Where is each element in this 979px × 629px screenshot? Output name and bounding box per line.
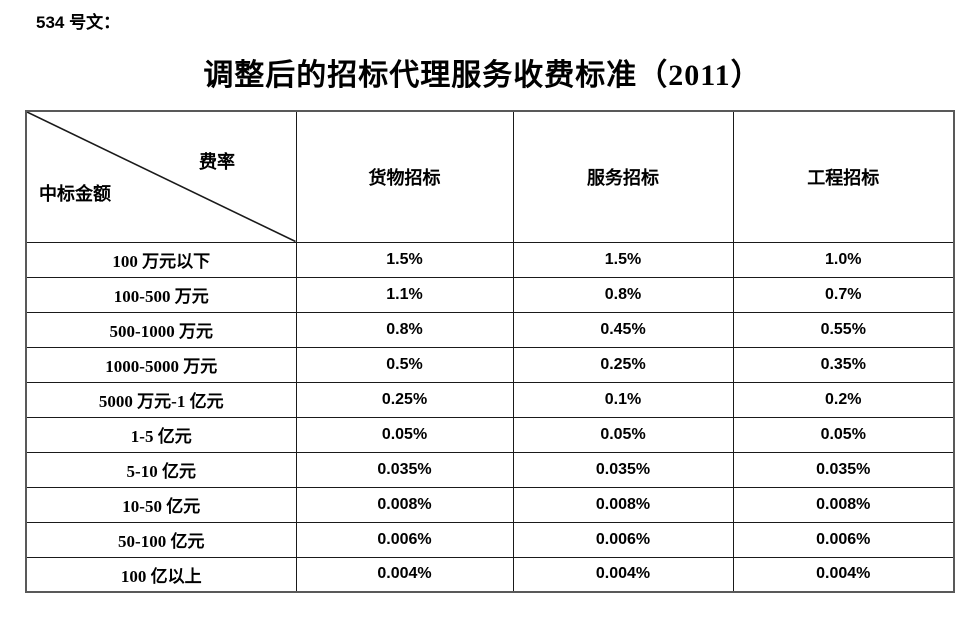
rate-cell: 0.006%	[295, 521, 514, 558]
row-label: 100 万元以下	[25, 241, 297, 278]
diagonal-divider-line	[27, 112, 296, 242]
column-header-service-bidding: 服务招标	[512, 110, 734, 243]
rate-cell: 0.45%	[512, 311, 734, 348]
rate-cell: 0.25%	[295, 381, 514, 418]
row-label: 1000-5000 万元	[25, 346, 297, 383]
rate-cell: 0.035%	[732, 451, 955, 488]
diagonal-corner-cell: 费率 中标金额	[25, 110, 297, 243]
table-row: 100-500 万元 1.1% 0.8% 0.7%	[25, 276, 955, 313]
corner-label-rate: 费率	[199, 152, 235, 172]
rate-cell: 0.008%	[732, 486, 955, 523]
rate-cell: 0.05%	[732, 416, 955, 453]
row-label: 100-500 万元	[25, 276, 297, 313]
table-row: 10-50 亿元 0.008% 0.008% 0.008%	[25, 486, 955, 523]
rate-cell: 0.006%	[512, 521, 734, 558]
row-label: 10-50 亿元	[25, 486, 297, 523]
rate-cell: 0.8%	[512, 276, 734, 313]
rate-cell: 0.5%	[295, 346, 514, 383]
table-row: 1000-5000 万元 0.5% 0.25% 0.35%	[25, 346, 955, 383]
table-row: 5-10 亿元 0.035% 0.035% 0.035%	[25, 451, 955, 488]
row-label: 500-1000 万元	[25, 311, 297, 348]
corner-label-bid-amount: 中标金额	[39, 184, 111, 204]
column-header-engineering-bidding: 工程招标	[732, 110, 955, 243]
table-row: 1-5 亿元 0.05% 0.05% 0.05%	[25, 416, 955, 453]
row-label: 100 亿以上	[25, 556, 297, 593]
row-label: 50-100 亿元	[25, 521, 297, 558]
table-row: 500-1000 万元 0.8% 0.45% 0.55%	[25, 311, 955, 348]
rate-cell: 0.004%	[512, 556, 734, 593]
rate-cell: 0.035%	[295, 451, 514, 488]
row-label: 5000 万元-1 亿元	[25, 381, 297, 418]
rate-cell: 0.1%	[512, 381, 734, 418]
rate-cell: 0.2%	[732, 381, 955, 418]
rate-cell: 0.035%	[512, 451, 734, 488]
rate-cell: 0.25%	[512, 346, 734, 383]
rate-cell: 0.7%	[732, 276, 955, 313]
fee-rate-table: 费率 中标金额 货物招标 服务招标 工程招标 100 万元以下 1.5% 1.5…	[25, 110, 955, 593]
rate-cell: 0.35%	[732, 346, 955, 383]
rate-cell: 1.0%	[732, 241, 955, 278]
row-label: 1-5 亿元	[25, 416, 297, 453]
rate-cell: 0.008%	[512, 486, 734, 523]
rate-cell: 0.05%	[295, 416, 514, 453]
table-row: 50-100 亿元 0.006% 0.006% 0.006%	[25, 521, 955, 558]
rate-cell: 0.008%	[295, 486, 514, 523]
rate-cell: 1.5%	[512, 241, 734, 278]
rate-cell: 1.1%	[295, 276, 514, 313]
rate-cell: 0.55%	[732, 311, 955, 348]
rate-cell: 0.05%	[512, 416, 734, 453]
rate-cell: 0.004%	[732, 556, 955, 593]
rate-cell: 1.5%	[295, 241, 514, 278]
rate-cell: 0.004%	[295, 556, 514, 593]
table-row: 100 万元以下 1.5% 1.5% 1.0%	[25, 241, 955, 278]
column-header-goods-bidding: 货物招标	[295, 110, 514, 243]
rate-cell: 0.8%	[295, 311, 514, 348]
rate-cell: 0.006%	[732, 521, 955, 558]
table-header-row: 费率 中标金额 货物招标 服务招标 工程招标	[25, 110, 955, 243]
page-title: 调整后的招标代理服务收费标准（2011）	[203, 59, 762, 92]
table-row: 100 亿以上 0.004% 0.004% 0.004%	[25, 556, 955, 593]
row-label: 5-10 亿元	[25, 451, 297, 488]
table-row: 5000 万元-1 亿元 0.25% 0.1% 0.2%	[25, 381, 955, 418]
document-number-label: 534 号文：	[36, 13, 121, 32]
